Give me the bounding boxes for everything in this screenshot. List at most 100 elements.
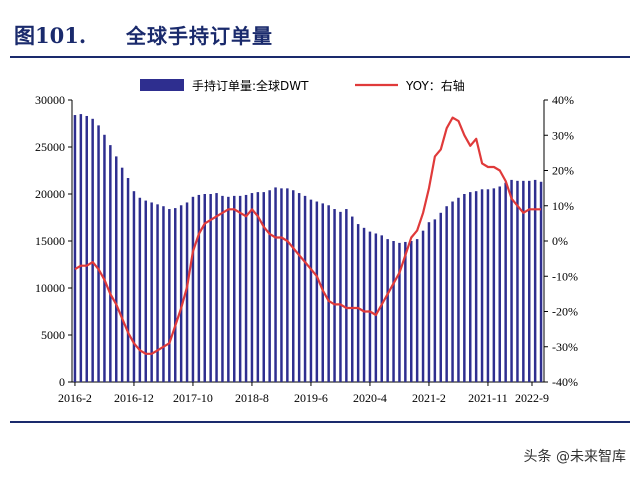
- bar: [498, 186, 501, 382]
- bar: [174, 208, 177, 382]
- figure-title: 全球手持订单量: [126, 24, 273, 48]
- bar: [227, 196, 230, 382]
- legend-line-label: YOY：右轴: [405, 78, 465, 93]
- bar: [250, 193, 254, 382]
- bar: [362, 227, 366, 382]
- bar: [238, 195, 242, 382]
- bar: [97, 125, 100, 382]
- right-tick-label: 0%: [552, 234, 568, 248]
- left-tick-label: 5000: [41, 328, 65, 342]
- bar: [303, 195, 307, 382]
- bar: [315, 201, 319, 382]
- bar: [85, 115, 88, 382]
- bar: [321, 203, 324, 382]
- right-tick-label: -10%: [552, 269, 578, 283]
- figure-number: 图101.: [14, 23, 87, 48]
- bar: [510, 179, 513, 382]
- bar: [421, 230, 425, 382]
- bar: [138, 197, 142, 382]
- bar: [528, 180, 531, 382]
- bar: [203, 194, 206, 382]
- bar: [297, 193, 301, 382]
- bar: [168, 209, 171, 382]
- bar: [368, 231, 372, 382]
- x-tick-label: 2018-8: [235, 391, 269, 405]
- bar: [410, 241, 413, 382]
- bar: [345, 209, 348, 382]
- bar: [286, 188, 289, 382]
- bar: [256, 192, 260, 382]
- bar: [274, 187, 277, 382]
- bar: [539, 181, 543, 382]
- right-tick-label: 30%: [552, 128, 574, 142]
- bar: [209, 194, 212, 382]
- bar: [492, 188, 496, 382]
- x-tick-label: 2016-2: [58, 391, 92, 405]
- bar: [486, 189, 490, 382]
- bar: [516, 180, 519, 382]
- left-tick-label: 0: [59, 375, 65, 389]
- bar: [309, 199, 313, 382]
- figure-title-bar: 图101. 全球手持订单量: [0, 18, 640, 52]
- bar: [280, 188, 283, 382]
- right-tick-label: -40%: [552, 375, 578, 389]
- bar: [392, 241, 395, 382]
- bar: [162, 206, 165, 382]
- x-tick-label: 2021-11: [468, 391, 508, 405]
- left-tick-label: 30000: [35, 93, 65, 107]
- x-tick-label: 2017-10: [173, 391, 213, 405]
- bar: [132, 191, 136, 382]
- bar: [427, 222, 431, 382]
- right-tick-label: 20%: [552, 164, 574, 178]
- bar: [433, 219, 437, 382]
- bar: [144, 200, 147, 382]
- bar: [415, 239, 419, 382]
- bar: [292, 190, 295, 382]
- bar: [522, 180, 525, 382]
- bar: [504, 182, 507, 382]
- bar: [215, 193, 218, 382]
- left-tick-label: 10000: [35, 281, 65, 295]
- x-tick-label: 2020-4: [353, 391, 387, 405]
- bar: [115, 156, 118, 382]
- x-tick-label: 2022-9: [515, 391, 549, 405]
- bottom-rule: [10, 421, 630, 423]
- top-rule: [10, 56, 630, 58]
- bar: [480, 189, 484, 382]
- x-tick-label: 2021-2: [412, 391, 446, 405]
- bar: [262, 192, 265, 382]
- bar: [439, 212, 442, 382]
- bar: [327, 205, 330, 382]
- bar: [191, 196, 195, 382]
- bar: [469, 192, 472, 382]
- right-tick-label: -30%: [552, 340, 578, 354]
- bar: [244, 194, 248, 382]
- bar: [356, 224, 360, 382]
- legend-bar-swatch: [140, 79, 184, 91]
- bar: [463, 194, 466, 382]
- bar: [398, 242, 401, 382]
- bar: [120, 167, 124, 382]
- bar: [474, 191, 478, 382]
- x-tick-label: 2019-6: [294, 391, 328, 405]
- bar: [268, 190, 271, 382]
- bar: [197, 194, 201, 382]
- right-tick-label: 10%: [552, 199, 574, 213]
- left-tick-label: 25000: [35, 140, 65, 154]
- bar: [374, 233, 378, 382]
- bar: [404, 241, 407, 382]
- bar: [109, 145, 112, 382]
- bar: [179, 205, 183, 382]
- bar: [451, 201, 454, 382]
- bar: [233, 195, 236, 382]
- bar: [380, 235, 383, 382]
- bar: [351, 216, 354, 382]
- bar: [126, 178, 130, 382]
- x-tick-label: 2016-12: [114, 391, 154, 405]
- left-tick-label: 15000: [35, 234, 65, 248]
- left-tick-label: 20000: [35, 187, 65, 201]
- watermark: 头条 @未来智库: [523, 449, 626, 465]
- bar: [221, 195, 224, 382]
- bar: [333, 209, 336, 382]
